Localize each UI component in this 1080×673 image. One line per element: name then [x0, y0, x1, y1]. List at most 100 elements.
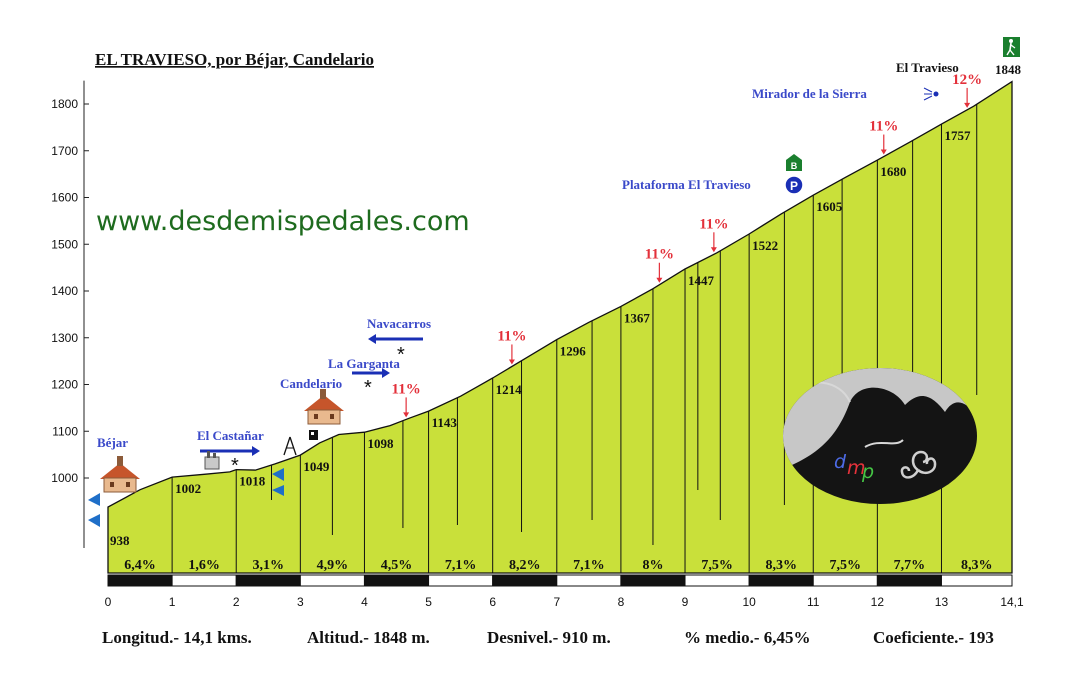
x-tick-label: 7	[553, 595, 560, 609]
town-icon-bejar	[100, 456, 140, 493]
scale-bar-segment	[556, 574, 622, 587]
place-label-navacarros: Navacarros	[367, 316, 431, 331]
x-tick-label: 12	[871, 595, 885, 609]
segment-gradient-label: 3,1%	[253, 558, 285, 573]
segment-gradient-label: 8%	[642, 558, 663, 573]
scale-bar-segment	[812, 574, 878, 587]
y-tick-label: 1400	[51, 284, 78, 298]
x-tick-label: 10	[742, 595, 756, 609]
elevation-label: 938	[110, 533, 130, 548]
logo-letter-p: p	[861, 461, 874, 483]
scale-bar-segment	[107, 574, 173, 587]
star-icon-castanar: *	[231, 455, 239, 477]
scale-bar-segment	[876, 574, 942, 587]
x-tick-label: 3	[297, 595, 304, 609]
steep-arrowhead	[710, 247, 717, 253]
scale-bar-segment	[748, 574, 814, 587]
steep-label: 11%	[392, 381, 421, 397]
place-label-la-garganta: La Garganta	[328, 356, 400, 371]
segment-gradient-label: 8,3%	[961, 558, 993, 573]
scale-bar-segment	[940, 574, 1013, 587]
y-tick-label: 1800	[51, 97, 78, 111]
y-axis: 1000 1100 1200 1300 1400 1500 1600 1700 1800	[51, 80, 89, 548]
scale-bar-segment	[235, 574, 301, 587]
x-tick-label: 0	[105, 595, 112, 609]
elevation-label: 1018	[239, 474, 265, 489]
steep-label: 11%	[497, 328, 526, 344]
x-tick-label: 9	[682, 595, 689, 609]
steep-arrowhead	[508, 359, 515, 365]
summary-altitude: Altitud.- 1848 m.	[307, 628, 430, 647]
place-label-el-castanar: El Castañar	[197, 428, 264, 443]
elevation-label: 1367	[624, 310, 651, 325]
segment-gradient-label: 7,1%	[445, 558, 477, 573]
segment-gradient-label: 6,4%	[124, 558, 156, 573]
elevation-label: 1848	[995, 62, 1022, 77]
elevation-label: 1522	[752, 238, 778, 253]
steep-markers: 11% 11% 11% 11% 11% 12%	[392, 72, 982, 418]
x-tick-label: 4	[361, 595, 368, 609]
scale-bar-segment	[299, 574, 365, 587]
x-tick-label: 6	[489, 595, 496, 609]
y-tick-label: 1200	[51, 378, 78, 392]
elevation-label: 1680	[880, 164, 906, 179]
steep-label: 12%	[952, 72, 982, 88]
summary-average-grade: % medio.- 6,45%	[684, 628, 811, 647]
y-tick-label: 1000	[51, 471, 78, 485]
antenna-icon	[283, 436, 297, 456]
elevation-label: 1002	[175, 481, 201, 496]
x-tick-label: 5	[425, 595, 432, 609]
star-icon-navacarros: *	[397, 344, 405, 366]
svg-text:P: P	[790, 179, 798, 193]
logo-letter-m: m	[847, 457, 866, 479]
bridge-icon-bejar	[88, 493, 100, 527]
elevation-label: 1605	[816, 199, 843, 214]
building-icon	[309, 430, 318, 440]
segment-gradient-label: 4,9%	[317, 558, 349, 573]
x-tick-label: 2	[233, 595, 240, 609]
places-layer: Béjar El Castañar *	[88, 37, 1020, 527]
steep-label: 11%	[869, 119, 898, 135]
bridge-icon-castanar	[272, 468, 284, 496]
factory-icon	[204, 451, 220, 470]
place-label-plataforma: Plataforma El Travieso	[622, 177, 751, 192]
dmp-logo: d m p	[783, 368, 977, 504]
elevation-label: 1049	[303, 459, 330, 474]
summary-bar: Longitud.- 14,1 kms. Altitud.- 1848 m. D…	[102, 628, 994, 647]
y-tick-label: 1100	[52, 424, 78, 438]
steep-arrowhead	[880, 149, 887, 155]
y-tick-label: 1300	[51, 331, 78, 345]
scale-bar-segment	[492, 574, 558, 587]
scale-bar-segment	[620, 574, 686, 587]
logo-letter-d: d	[834, 451, 847, 473]
segment-gradient-label: 7,5%	[830, 558, 862, 573]
scale-bar-segment	[684, 574, 750, 587]
segment-gradients: 6,4% 1,6% 3,1% 4,9% 4,5% 7,1% 8,2% 7,1% 8% 7,5% 8,…	[124, 558, 992, 573]
segment-gradient-label: 7,1%	[573, 558, 605, 573]
bar-icon: B	[786, 154, 802, 171]
steep-label: 11%	[645, 247, 674, 263]
place-label-el-travieso: El Travieso	[896, 60, 959, 75]
x-tick-label: 11	[807, 595, 820, 609]
scale-bar-segment	[171, 574, 237, 587]
segment-gradient-label: 8,3%	[765, 558, 797, 573]
x-axis: 0 1 2 3 4 5 6 7 8 9 10 11 12 13 14,1	[105, 574, 1024, 609]
x-tick-label: 1	[169, 595, 176, 609]
scale-bar-segment	[428, 574, 494, 587]
star-icon-la-garganta: *	[364, 377, 372, 399]
y-tick-label: 1600	[51, 191, 78, 205]
elevation-label: 1447	[688, 273, 715, 288]
viewpoint-icon	[923, 87, 939, 101]
triskele-icon	[900, 450, 937, 479]
segment-gradient-label: 8,2%	[509, 558, 541, 573]
summary-length: Longitud.- 14,1 kms.	[102, 628, 252, 647]
segment-gradient-label: 4,5%	[381, 558, 413, 573]
place-label-mirador: Mirador de la Sierra	[752, 86, 867, 101]
elevation-label: 1143	[432, 415, 458, 430]
steep-label: 11%	[699, 216, 728, 232]
steep-arrowhead	[403, 412, 410, 418]
place-label-bejar: Béjar	[97, 435, 128, 450]
elevation-label: 1757	[944, 128, 971, 143]
